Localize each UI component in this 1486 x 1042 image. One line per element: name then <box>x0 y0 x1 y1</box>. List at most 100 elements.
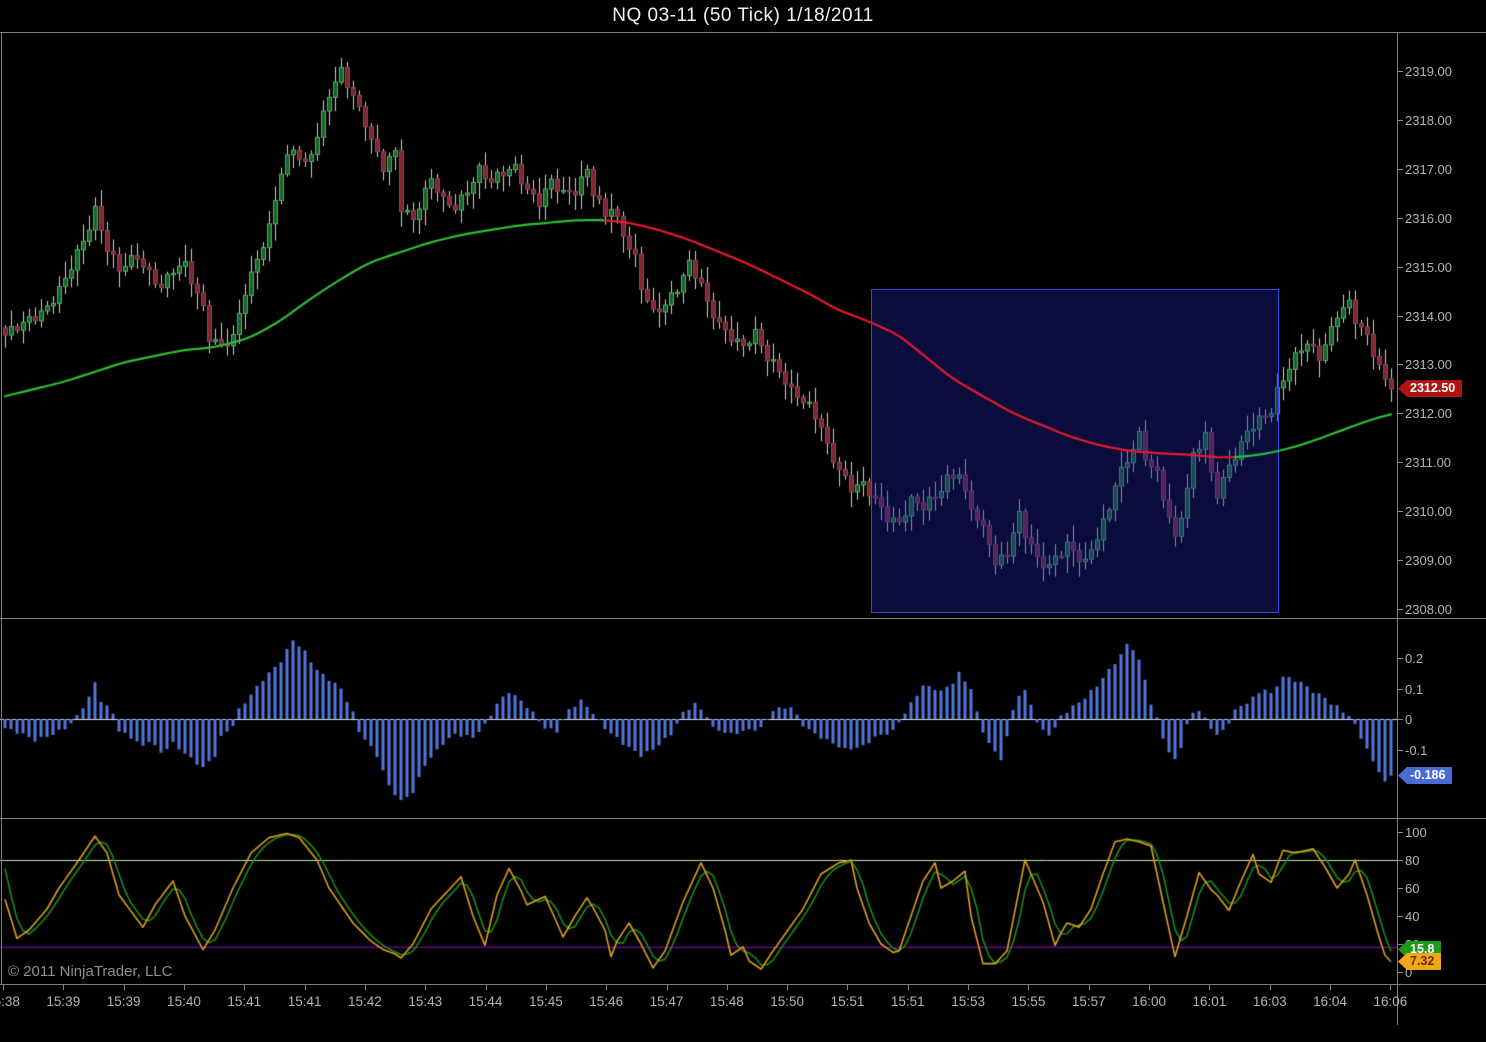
time-axis-label: 15:51 <box>890 994 925 1009</box>
price-axis-label: 2314.00 <box>1405 309 1452 324</box>
title-separator <box>0 32 1486 33</box>
time-axis-tick <box>787 985 789 990</box>
panel-separator-2 <box>0 818 1486 819</box>
time-axis-tick <box>1209 985 1211 990</box>
time-axis-label: 16:06 <box>1373 994 1408 1009</box>
stoch-k-value-badge: 7.32 <box>1398 953 1442 970</box>
price-axis-label-dash <box>1397 71 1403 72</box>
time-axis-separator <box>0 984 1486 985</box>
stoch-axis-label-dash <box>1397 916 1403 917</box>
stoch-axis-label: 0 <box>1405 965 1413 980</box>
price-axis-label-dash <box>1397 218 1403 219</box>
chart-title: NQ 03-11 (50 Tick) 1/18/2011 <box>612 5 874 26</box>
time-axis-label: 15:44 <box>468 994 503 1009</box>
price-axis-label: 2315.00 <box>1405 260 1452 275</box>
stoch-axis-label-dash <box>1397 832 1403 833</box>
time-axis-label: 15:47 <box>649 994 684 1009</box>
time-axis-tick <box>1149 985 1151 990</box>
macd-axis-label-dash <box>1397 658 1403 659</box>
time-axis-label: 15:46 <box>589 994 624 1009</box>
price-axis-label-dash <box>1397 267 1403 268</box>
price-axis-label: 2312.00 <box>1405 406 1452 421</box>
price-axis-label-dash <box>1397 316 1403 317</box>
stochastic-panel-canvas[interactable] <box>0 819 1397 984</box>
price-axis-label: 2309.00 <box>1405 553 1452 568</box>
time-axis-tick <box>485 985 487 990</box>
time-axis-label: 15:53 <box>951 994 986 1009</box>
time-axis-tick <box>726 985 728 990</box>
time-axis-tick <box>3 985 4 990</box>
price-axis-label: 2311.00 <box>1405 455 1452 470</box>
macd-axis-label: 0 <box>1405 712 1413 727</box>
price-axis-label: 2317.00 <box>1405 162 1452 177</box>
price-axis-label-dash <box>1397 364 1403 365</box>
time-axis-label: 15:51 <box>830 994 865 1009</box>
stoch-axis-label: 60 <box>1405 881 1420 896</box>
time-axis-tick <box>545 985 547 990</box>
time-axis-tick <box>63 985 65 990</box>
time-axis-tick <box>847 985 849 990</box>
price-axis-label-dash <box>1397 413 1403 414</box>
time-axis-label: 15:57 <box>1071 994 1106 1009</box>
price-axis-label: 2318.00 <box>1405 113 1452 128</box>
time-axis-tick <box>364 985 366 990</box>
time-axis-label: 16:04 <box>1313 994 1347 1009</box>
stoch-axis-label: 40 <box>1405 909 1420 924</box>
macd-axis-label-dash <box>1397 689 1403 690</box>
time-axis-tick <box>1269 985 1271 990</box>
time-axis-label: 15:40 <box>167 994 201 1009</box>
macd-histogram-canvas[interactable] <box>0 619 1397 818</box>
macd-axis-label: -0.1 <box>1405 743 1428 758</box>
time-axis-label: 15:41 <box>287 994 322 1009</box>
macd-axis-label: 0.2 <box>1405 651 1424 666</box>
time-axis-tick <box>1330 985 1332 990</box>
time-axis-tick <box>425 985 427 990</box>
price-axis-label-dash <box>1397 120 1403 121</box>
time-axis-label: 15:50 <box>770 994 805 1009</box>
time-axis-label: 16:01 <box>1192 994 1227 1009</box>
price-axis-label-dash <box>1397 169 1403 170</box>
time-axis-tick <box>666 985 668 990</box>
price-axis-label-dash <box>1397 560 1403 561</box>
last-price-badge: 2312.50 <box>1398 380 1463 397</box>
stoch-axis-label-dash <box>1397 860 1403 861</box>
time-axis-label: 15:45 <box>528 994 563 1009</box>
time-axis-tick <box>606 985 608 990</box>
macd-axis-label: 0.1 <box>1405 682 1424 697</box>
time-axis-tick <box>1390 985 1392 990</box>
time-axis-tick <box>1088 985 1090 990</box>
copyright-notice: © 2011 NinjaTrader, LLC <box>8 963 173 980</box>
price-axis-label-dash <box>1397 462 1403 463</box>
time-axis-tick <box>123 985 125 990</box>
time-axis-tick <box>968 985 970 990</box>
stoch-axis-label-dash <box>1397 888 1403 889</box>
stoch-axis-label: 100 <box>1405 825 1427 840</box>
time-axis-label: 15:42 <box>348 994 382 1009</box>
time-axis-tick <box>1028 985 1030 990</box>
price-axis-label: 2310.00 <box>1405 504 1452 519</box>
time-axis-tick <box>907 985 909 990</box>
price-axis-label: 2316.00 <box>1405 211 1452 226</box>
time-axis-tick <box>183 985 185 990</box>
time-axis-tick <box>244 985 246 990</box>
time-axis-label: 15:48 <box>709 994 744 1009</box>
macd-axis-label-dash <box>1397 719 1403 720</box>
time-axis-label: 16:00 <box>1132 994 1166 1009</box>
plot-left-border <box>1 33 2 984</box>
axis-divider[interactable] <box>1397 33 1398 1025</box>
price-axis-label: 2319.00 <box>1405 64 1452 79</box>
time-axis-label: 15:38 <box>0 994 20 1009</box>
time-axis-label: 15:39 <box>106 994 141 1009</box>
stoch-axis-label: 80 <box>1405 853 1420 868</box>
time-axis-tick <box>304 985 306 990</box>
time-axis-label: 15:43 <box>408 994 443 1009</box>
price-axis-label: 2313.00 <box>1405 357 1452 372</box>
macd-value-badge: -0.186 <box>1398 767 1453 784</box>
time-axis-label: 15:39 <box>46 994 81 1009</box>
panel-separator-1 <box>0 618 1486 619</box>
highlight-box-region[interactable] <box>871 288 1279 614</box>
price-axis-label-dash <box>1397 511 1403 512</box>
time-axis-label: 16:03 <box>1252 994 1287 1009</box>
stoch-axis-label-dash <box>1397 972 1403 973</box>
